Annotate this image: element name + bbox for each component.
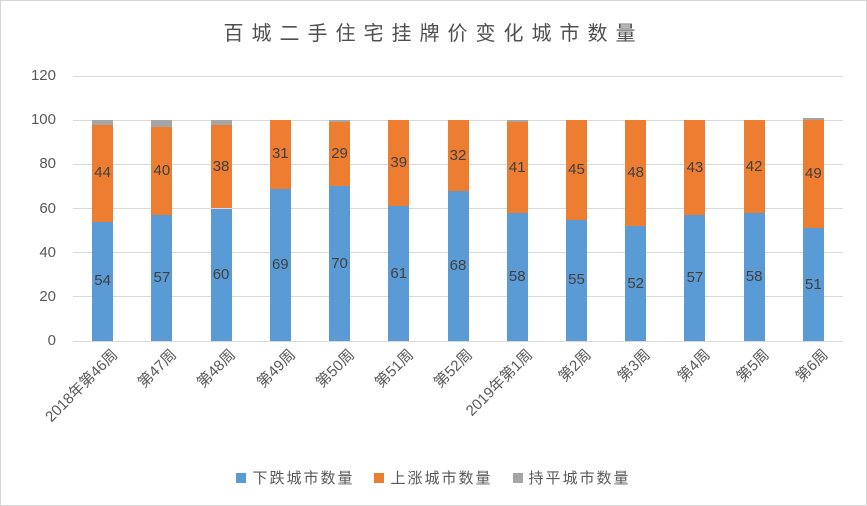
bar-segment-series-1 <box>506 122 528 213</box>
legend-item-series-1: 上涨城市数量 <box>374 467 492 488</box>
bar-segment-series-2 <box>506 120 528 123</box>
bar-segment-series-0 <box>802 228 824 341</box>
y-axis-tick-label: 0 <box>47 332 56 349</box>
legend-item-series-2: 持平城市数量 <box>512 467 631 488</box>
bar-value-label: 39 <box>390 154 408 172</box>
bar-segment-series-1 <box>743 120 765 213</box>
chart-title: 百城二手住宅挂牌价变化城市数量 <box>223 21 644 45</box>
bar-value-label: 31 <box>271 145 289 163</box>
x-axis-tick-label: 第51周 <box>372 346 418 392</box>
y-axis-tick-label: 120 <box>30 67 56 84</box>
bar-segment-series-2 <box>802 117 824 121</box>
x-axis-tick-label: 2018年第46周 <box>41 346 121 426</box>
bar-value-label: 49 <box>805 165 822 183</box>
bar-value-label: 60 <box>212 265 230 283</box>
bar-value-label: 70 <box>331 254 348 272</box>
bar-segment-series-2 <box>151 120 173 127</box>
bar-value-label: 48 <box>627 164 645 182</box>
bar-value-label: 44 <box>94 164 111 182</box>
bar-value-label: 45 <box>568 160 585 178</box>
bar-segment-series-0 <box>565 219 587 341</box>
y-axis-tick-label: 20 <box>39 287 56 305</box>
bar-segment-series-1 <box>684 120 706 216</box>
bar-segment-series-0 <box>684 215 706 341</box>
bar-segment-series-0 <box>269 188 291 341</box>
x-axis-tick-label: 第49周 <box>253 346 299 392</box>
x-axis-tick-label: 第6周 <box>792 346 832 386</box>
x-axis-tick-label: 第47周 <box>135 346 181 392</box>
legend-label: 持平城市数量 <box>528 470 631 487</box>
x-axis-tick-label: 第52周 <box>431 346 477 392</box>
bar-segment-series-0 <box>388 206 410 341</box>
bar-segment-series-0 <box>447 190 469 341</box>
legend-swatch-icon <box>512 472 523 483</box>
bar-segment-series-2 <box>92 120 114 125</box>
bar-segment-series-1 <box>329 122 351 187</box>
x-axis-tick-label: 第50周 <box>312 346 358 392</box>
bar-segment-series-1 <box>92 124 114 222</box>
bar-segment-series-1 <box>625 120 647 227</box>
bar-segment-series-0 <box>329 186 351 341</box>
bar-value-label: 40 <box>153 161 171 179</box>
bar-segment-series-1 <box>447 120 469 191</box>
bar-segment-series-1 <box>802 120 824 229</box>
bar-value-label: 57 <box>686 269 704 287</box>
bar-segment-series-0 <box>506 212 528 341</box>
bar-segment-series-1 <box>269 120 291 189</box>
legend-swatch-icon <box>374 472 385 483</box>
y-axis-tick-label: 100 <box>30 111 56 129</box>
bar-segment-series-0 <box>625 226 647 341</box>
bar-segment-series-1 <box>210 124 232 209</box>
gridline <box>73 75 843 77</box>
bar-segment-series-1 <box>151 126 173 216</box>
bar-value-label: 57 <box>153 269 171 287</box>
x-axis-tick-label: 第5周 <box>733 346 773 386</box>
bar-value-label: 58 <box>508 267 526 285</box>
legend-label: 下跌城市数量 <box>252 470 355 487</box>
x-axis-tick-label: 第4周 <box>674 346 714 386</box>
bar-segment-series-1 <box>388 120 410 207</box>
chart-legend: 下跌城市数量 上涨城市数量 持平城市数量 <box>1 467 866 488</box>
y-axis-tick-label: 60 <box>39 199 56 217</box>
bar-value-label: 43 <box>686 158 704 176</box>
y-axis-tick-label: 40 <box>39 243 56 261</box>
bar-segment-series-2 <box>329 120 351 123</box>
bar-value-label: 32 <box>449 146 467 164</box>
x-axis-tick-label: 第48周 <box>194 346 240 392</box>
bar-value-label: 58 <box>745 267 763 285</box>
bar-value-label: 41 <box>508 158 526 176</box>
bar-value-label: 42 <box>745 157 763 175</box>
bar-value-label: 54 <box>94 272 111 290</box>
legend-label: 上涨城市数量 <box>390 470 493 487</box>
bar-value-label: 52 <box>627 274 645 292</box>
gridline <box>73 340 843 342</box>
bar-value-label: 51 <box>805 275 822 293</box>
bar-value-label: 55 <box>568 271 585 289</box>
bar-segment-series-0 <box>92 221 114 341</box>
bar-segment-series-0 <box>743 212 765 341</box>
bar-value-label: 38 <box>212 157 230 175</box>
bar-value-label: 68 <box>449 256 467 274</box>
x-axis-tick-label: 第2周 <box>555 346 595 386</box>
legend-swatch-icon <box>236 472 247 483</box>
x-axis-tick-label: 第3周 <box>614 346 655 386</box>
bar-segment-series-0 <box>210 208 232 341</box>
bar-value-label: 29 <box>331 145 348 163</box>
bar-segment-series-0 <box>151 215 173 341</box>
bar-value-label: 69 <box>271 255 289 273</box>
y-axis-tick-label: 80 <box>39 155 56 173</box>
legend-item-series-0: 下跌城市数量 <box>236 467 354 488</box>
bar-segment-series-1 <box>565 120 587 220</box>
bar-value-label: 61 <box>390 264 408 282</box>
bar-segment-series-2 <box>210 120 232 125</box>
